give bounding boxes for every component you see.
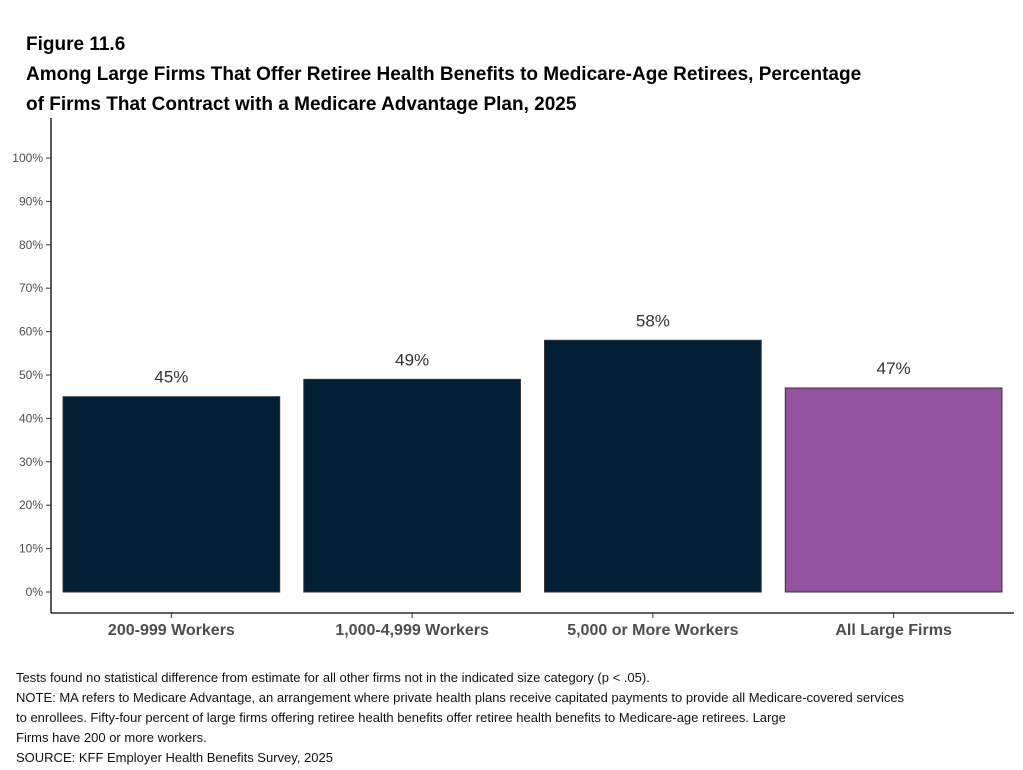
chart-title-line-2: of Firms That Contract with a Medicare A…: [26, 94, 577, 115]
note-line-1: Tests found no statistical difference fr…: [16, 670, 650, 685]
bar-value-label: 58%: [636, 311, 670, 330]
bar-value-label: 49%: [395, 350, 429, 369]
x-category-label: 5,000 or More Workers: [567, 622, 738, 639]
bar-value-label: 45%: [154, 368, 188, 387]
y-tick-label: 80%: [19, 238, 43, 252]
chart-title-line-1: Among Large Firms That Offer Retiree Hea…: [26, 64, 862, 85]
note-line-4: Firms have 200 or more workers.: [16, 730, 207, 745]
y-tick-label: 10%: [19, 542, 43, 556]
note-line-3: to enrollees. Fifty-four percent of larg…: [16, 710, 786, 725]
bar: [62, 396, 281, 593]
bar: [303, 378, 521, 593]
y-tick-label: 100%: [12, 151, 43, 165]
chart-notes: Tests found no statistical difference fr…: [16, 668, 1011, 768]
y-tick-label: 40%: [19, 411, 43, 425]
note-line-2: NOTE: MA refers to Medicare Advantage, a…: [16, 690, 905, 705]
y-tick-label: 20%: [19, 498, 43, 512]
y-tick-label: 30%: [19, 455, 43, 469]
figure-label: Figure 11.6: [26, 34, 126, 55]
bar-value-label: 47%: [877, 359, 911, 378]
bar: [544, 339, 762, 593]
source-line: SOURCE: KFF Employer Health Benefits Sur…: [16, 750, 333, 765]
chart-titles: Figure 11.6 Among Large Firms That Offer…: [26, 30, 1006, 120]
y-tick-label: 0%: [26, 585, 44, 599]
y-tick-label: 90%: [19, 194, 43, 208]
bar: [784, 387, 1003, 593]
x-category-label: 1,000-4,999 Workers: [335, 622, 489, 639]
bar-chart: 0% 10% 20% 30% 40% 50% 60% 70% 80% 90% 100% 45% 200-…: [12, 118, 1014, 639]
y-tick-label: 70%: [19, 281, 43, 295]
y-tick-label: 50%: [19, 368, 43, 382]
x-category-label: All Large Firms: [835, 622, 952, 639]
x-category-label: 200-999 Workers: [108, 622, 235, 639]
y-tick-label: 60%: [19, 325, 43, 339]
